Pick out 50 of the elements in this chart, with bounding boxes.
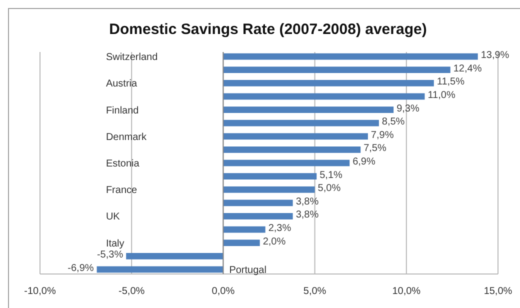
data-label: -6,9% xyxy=(68,262,94,274)
data-label: 11,0% xyxy=(428,90,456,101)
y-tick-label: Estonia xyxy=(106,158,140,170)
x-tick-label: -5,0% xyxy=(118,286,145,297)
data-label: 12,4% xyxy=(453,63,482,74)
bar xyxy=(223,186,315,193)
y-tick-label: UK xyxy=(106,212,120,223)
data-label: -5,3% xyxy=(96,250,124,261)
bar xyxy=(223,240,260,246)
y-tick-label: France xyxy=(106,185,138,196)
data-label: 3,8% xyxy=(296,196,319,208)
y-tick-label: Switzerland xyxy=(106,52,158,64)
y-tick-label: Austria xyxy=(106,78,138,90)
bar xyxy=(223,200,293,206)
bar xyxy=(223,106,394,113)
bar xyxy=(223,53,478,60)
bar xyxy=(223,80,434,86)
x-tick-label: 10,0% xyxy=(392,286,421,297)
data-label: 5,0% xyxy=(318,183,341,194)
bar xyxy=(223,133,368,140)
chart-title: Domestic Savings Rate (2007-2008) average) xyxy=(109,21,427,38)
data-label: 2,3% xyxy=(268,223,292,234)
data-label: 7,5% xyxy=(364,143,386,154)
data-label: 11,5% xyxy=(436,76,465,88)
bar xyxy=(223,146,361,153)
bar xyxy=(126,252,224,260)
y-tick-label: Portugal xyxy=(229,264,266,276)
y-tick-label: Finland xyxy=(106,105,139,116)
data-label: 13,9% xyxy=(480,50,510,62)
x-tick-label: 5,0% xyxy=(303,286,326,297)
x-tick-label: 15,0% xyxy=(484,286,512,297)
data-label: 9,3% xyxy=(396,103,420,114)
bar xyxy=(96,266,224,273)
bar xyxy=(223,213,293,220)
x-tick-label: 0,0% xyxy=(212,286,235,297)
bar xyxy=(223,173,317,180)
data-label: 6,9% xyxy=(352,156,376,168)
bar xyxy=(223,226,266,233)
data-label: 2,0% xyxy=(262,236,286,248)
data-label: 8,5% xyxy=(382,116,405,128)
data-label: 5,1% xyxy=(320,170,343,181)
y-tick-label: Denmark xyxy=(106,132,148,143)
data-label: 7,9% xyxy=(370,130,394,141)
x-tick-label: -10,0% xyxy=(24,286,56,297)
bar xyxy=(223,160,350,166)
bar xyxy=(223,93,425,100)
bar xyxy=(223,120,379,126)
y-tick-label: Italy xyxy=(106,238,124,250)
data-label: 3,8% xyxy=(296,210,319,221)
bar xyxy=(223,66,450,74)
